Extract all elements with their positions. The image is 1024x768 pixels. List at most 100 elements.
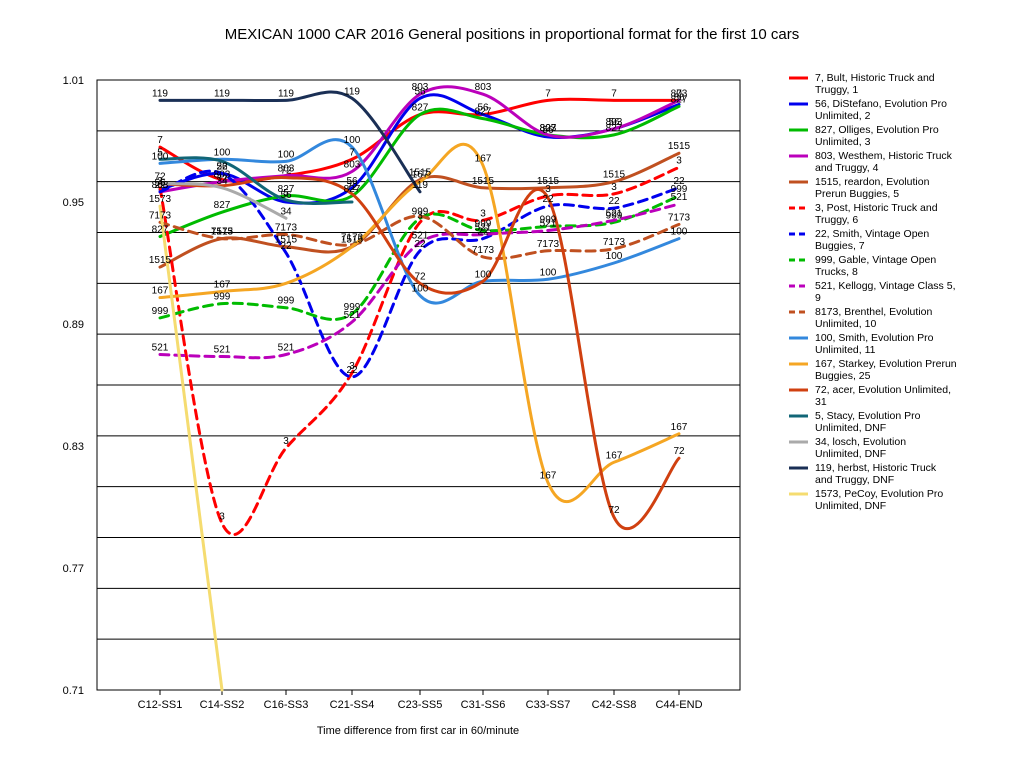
series-line-827 xyxy=(158,104,681,239)
chart-title: MEXICAN 1000 CAR 2016 General positions … xyxy=(225,26,799,43)
data-label-999: 999 xyxy=(152,306,169,317)
data-label-8173: 7173 xyxy=(149,210,172,221)
data-label-119: 119 xyxy=(412,180,428,191)
data-label-999: 999 xyxy=(278,296,295,307)
data-label-167: 167 xyxy=(152,286,169,297)
data-label-3: 3 xyxy=(157,176,163,187)
legend-label-827: 827, Olliges, Evolution Pro Unlimited, 3 xyxy=(815,124,939,148)
data-label-8173: 7173 xyxy=(275,223,298,234)
y-tick-label: 0.89 xyxy=(63,319,84,331)
data-label-56: 56 xyxy=(346,176,358,187)
legend-label-22: 22, Smith, Vintage Open Buggies, 7 xyxy=(815,228,929,252)
data-label-827: 827 xyxy=(540,123,557,134)
data-label-8173: 7173 xyxy=(668,212,691,223)
x-axis-label: Time difference from first car in 60/min… xyxy=(317,725,519,737)
x-tick-label: C23-SS5 xyxy=(398,699,443,711)
data-label-8173: 7173 xyxy=(341,233,364,244)
data-label-1515: 1515 xyxy=(211,227,234,238)
data-label-22: 22 xyxy=(542,194,554,205)
x-tick-label: C33-SS7 xyxy=(526,699,571,711)
data-label-22: 22 xyxy=(216,162,228,173)
data-label-521: 521 xyxy=(671,192,688,203)
data-label-803: 803 xyxy=(540,123,557,134)
data-label-803: 803 xyxy=(344,160,361,171)
data-label-521: 521 xyxy=(344,310,361,321)
series-line-72 xyxy=(158,175,681,530)
legend-label-1515: 1515, reardon, Evolution Prerun Buggies, … xyxy=(815,176,930,200)
data-label-100: 100 xyxy=(671,227,688,238)
data-label-803: 803 xyxy=(278,164,295,175)
data-label-1515: 1515 xyxy=(409,168,432,179)
series-line-167 xyxy=(158,142,681,503)
legend-label-999: 999, Gable, Vintage Open Trucks, 8 xyxy=(815,254,936,278)
data-label-100: 100 xyxy=(152,151,169,162)
x-tick-label: C42-SS8 xyxy=(592,699,637,711)
series-line-8173 xyxy=(158,214,681,261)
data-label-34: 34 xyxy=(216,176,228,187)
y-tick-label: 0.83 xyxy=(63,441,84,453)
data-label-34: 34 xyxy=(280,206,292,217)
data-label-72: 72 xyxy=(216,174,228,185)
legend-label-167: 167, Starkey, Evolution Prerun Buggies, 2… xyxy=(815,358,957,382)
data-label-72: 72 xyxy=(154,172,166,183)
x-tick-label: C44-END xyxy=(655,699,702,711)
data-label-72: 72 xyxy=(346,182,358,193)
data-label-56: 56 xyxy=(280,190,292,201)
data-label-521: 521 xyxy=(412,231,429,242)
data-label-56: 56 xyxy=(154,178,166,189)
series-line-999 xyxy=(158,194,681,321)
data-label-119: 119 xyxy=(214,88,230,99)
legend-label-5: 5, Stacy, Evolution Pro Unlimited, DNF xyxy=(815,410,921,434)
series-line-119 xyxy=(158,90,422,194)
data-label-827: 827 xyxy=(606,123,623,134)
x-tick-label: C12-SS1 xyxy=(138,699,183,711)
data-label-22: 22 xyxy=(414,239,426,250)
data-label-1515: 1515 xyxy=(603,170,626,181)
data-label-7: 7 xyxy=(611,88,617,99)
x-tick-label: C14-SS2 xyxy=(200,699,245,711)
data-label-521: 521 xyxy=(606,208,623,219)
series-line-34 xyxy=(158,182,288,220)
data-label-999: 999 xyxy=(540,214,557,225)
data-label-100: 100 xyxy=(412,284,429,295)
data-label-8173: 7173 xyxy=(211,227,234,238)
data-label-167: 167 xyxy=(606,450,623,461)
data-label-7: 7 xyxy=(676,88,682,99)
series-line-22 xyxy=(158,169,681,379)
data-label-56: 56 xyxy=(216,162,228,173)
data-label-3: 3 xyxy=(676,155,682,166)
data-label-167: 167 xyxy=(412,170,429,181)
data-label-5: 5 xyxy=(157,147,163,158)
data-label-100: 100 xyxy=(475,269,492,280)
data-label-167: 167 xyxy=(475,153,492,164)
data-label-803: 803 xyxy=(475,82,492,93)
data-label-803: 803 xyxy=(214,170,231,181)
data-label-56: 56 xyxy=(608,117,620,128)
data-label-22: 22 xyxy=(673,176,685,187)
data-label-56: 56 xyxy=(477,103,489,114)
data-label-22: 22 xyxy=(280,241,292,252)
legend-label-3: 3, Post, Historic Truck and Truggy, 6 xyxy=(815,202,938,226)
data-label-56: 56 xyxy=(673,92,685,103)
data-label-999: 999 xyxy=(671,184,688,195)
data-label-999: 999 xyxy=(344,302,361,313)
data-label-1515: 1515 xyxy=(472,176,495,187)
data-label-167: 167 xyxy=(540,471,557,482)
legend-label-1573: 1573, PeCoy, Evolution Pro Unlimited, DNF xyxy=(815,488,943,512)
data-label-827: 827 xyxy=(278,184,295,195)
data-label-521: 521 xyxy=(152,343,169,354)
legend-label-72: 72, acer, Evolution Unlimited, 31 xyxy=(815,384,951,408)
data-label-22: 22 xyxy=(154,180,166,191)
legend: 7, Bult, Historic Truck and Truggy, 156, … xyxy=(789,72,957,512)
data-label-827: 827 xyxy=(214,200,231,211)
data-label-999: 999 xyxy=(606,210,623,221)
data-label-803: 803 xyxy=(606,117,623,128)
data-label-167: 167 xyxy=(671,422,688,433)
data-label-100: 100 xyxy=(214,147,231,158)
legend-label-7: 7, Bult, Historic Truck and Truggy, 1 xyxy=(815,72,935,96)
data-label-827: 827 xyxy=(412,103,429,114)
data-label-56: 56 xyxy=(414,86,426,97)
data-label-100: 100 xyxy=(344,135,361,146)
legend-label-8173: 8173, Brenthel, Evolution Unlimited, 10 xyxy=(815,306,932,330)
